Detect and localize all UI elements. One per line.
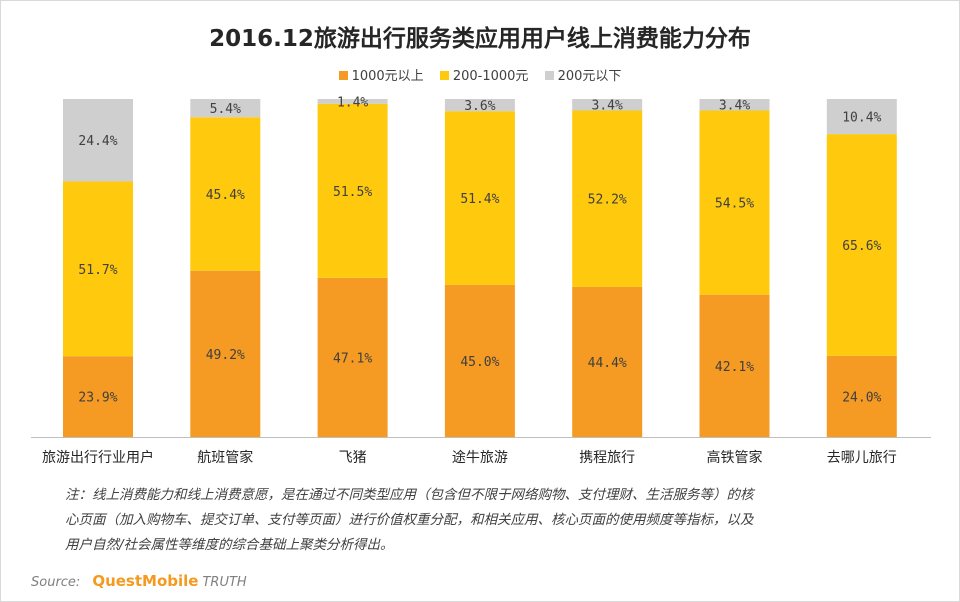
footnote: 注：线上消费能力和线上消费意愿，是在通过不同类型应用（包含但不限于网络购物、支付…: [65, 483, 905, 558]
data-label: 42.1%: [715, 360, 754, 375]
category-label: 去哪儿旅行: [827, 450, 897, 466]
legend-item-below-200: 200元以下: [544, 65, 622, 84]
source-line: Source: QuestMobile TRUTH: [31, 572, 247, 590]
data-label: 47.1%: [333, 351, 372, 366]
category-label: 飞猪: [339, 450, 367, 466]
data-label: 51.5%: [333, 185, 372, 200]
legend-swatch: [544, 71, 554, 80]
bar-segment: [190, 117, 261, 271]
legend-swatch: [338, 71, 348, 80]
data-label: 10.4%: [842, 111, 881, 126]
bar-segment: [826, 134, 897, 356]
data-label: 3.4%: [719, 99, 750, 114]
category-label: 旅游出行行业用户: [42, 449, 154, 466]
category-label: 途牛旅游: [452, 449, 508, 466]
data-label: 49.2%: [206, 348, 245, 363]
bar-segment: [63, 356, 133, 437]
bar-segment: [699, 294, 770, 437]
data-label: 45.0%: [460, 355, 499, 370]
bar-segment: [190, 99, 261, 118]
data-label: 1.4%: [337, 95, 368, 110]
legend-label: 200元以下: [557, 69, 622, 84]
legend-item-200-1000: 200-1000元: [439, 65, 529, 84]
data-label: 51.4%: [460, 192, 499, 207]
category-label: 高铁管家: [707, 449, 763, 466]
data-label: 52.2%: [588, 193, 627, 208]
data-label: 54.5%: [715, 197, 754, 212]
bar-segment: [444, 111, 515, 285]
bar-segment: [317, 103, 388, 278]
bar-segment: [572, 110, 643, 287]
bar-segment: [317, 99, 388, 104]
bar-segment: [63, 181, 133, 357]
source-label: Source:: [31, 575, 81, 590]
category-label: 航班管家: [197, 449, 253, 466]
bar-segment: [63, 99, 133, 182]
data-label: 65.6%: [842, 239, 881, 254]
footnote-line: 心页面（加入购物车、提交订单、支付等页面）进行价值权重分配，和相关应用、核心页面…: [65, 512, 754, 528]
bar-segment: [826, 355, 897, 437]
footnote-line: 用户自然/社会属性等维度的综合基础上聚类分析得出。: [65, 537, 394, 553]
stacked-bar-chart: 23.9% 51.7% 24.4% 旅游出行行业用户 49.2% 45.4% 5.4% 航班管…: [31, 95, 931, 466]
data-label: 24.4%: [78, 134, 117, 149]
data-label: 3.6%: [464, 99, 495, 114]
legend-item-above-1000: 1000元以上: [338, 65, 424, 84]
data-label: 45.4%: [206, 188, 245, 203]
bar-segment: [317, 277, 388, 437]
bar-segment: [572, 99, 643, 111]
bar-segment: [699, 110, 770, 295]
data-label: 44.4%: [588, 356, 627, 371]
data-label: 5.4%: [210, 102, 241, 117]
bar-segment: [572, 286, 643, 437]
legend-label: 1000元以上: [351, 69, 424, 84]
data-label: 51.7%: [78, 263, 117, 278]
legend: 1000元以上 200-1000元 200元以下: [1, 65, 959, 84]
chart-title: 2016.12旅游出行服务类应用用户线上消费能力分布: [209, 26, 751, 52]
data-label: 24.0%: [842, 390, 881, 405]
bar-segment: [444, 284, 515, 437]
bar-segment: [699, 99, 770, 111]
source-suffix: TRUTH: [202, 575, 247, 590]
footnote-line: 注：线上消费能力和线上消费意愿，是在通过不同类型应用（包含但不限于网络购物、支付…: [65, 487, 754, 503]
bar-segment: [190, 270, 261, 437]
legend-label: 200-1000元: [452, 69, 529, 84]
category-label: 携程旅行: [579, 450, 635, 466]
data-label: 3.4%: [592, 99, 623, 114]
legend-swatch: [439, 71, 449, 80]
data-label: 23.9%: [78, 391, 117, 406]
questmobile-logo: QuestMobile: [92, 572, 199, 590]
bar-segment: [826, 99, 897, 135]
bar-segment: [444, 99, 515, 112]
